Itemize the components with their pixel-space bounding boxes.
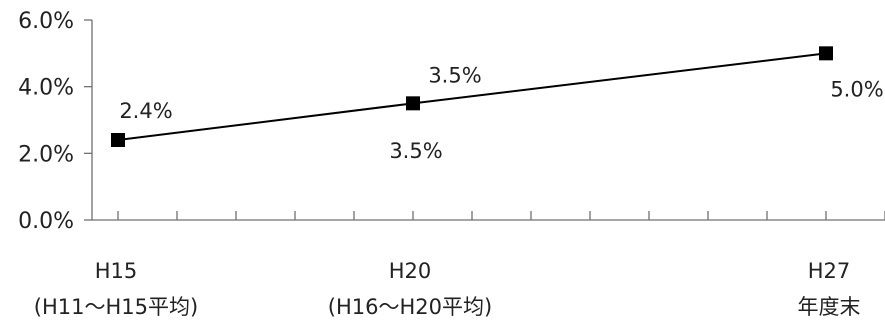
category-label-line2: (H16〜H20平均) xyxy=(328,295,492,319)
data-point-marker xyxy=(819,46,833,61)
y-tick-label: 4.0% xyxy=(18,76,74,101)
category-label-line1: H20 xyxy=(389,259,432,283)
data-label: 5.0% xyxy=(830,77,883,101)
category-label-line2: (H11〜H15平均) xyxy=(34,295,198,319)
axes xyxy=(84,19,885,221)
category-label-line1: H27 xyxy=(808,259,851,283)
y-tick-label: 6.0% xyxy=(18,9,74,34)
data-labels: 2.4% 3.5% 5.0% 3.5% xyxy=(119,63,883,163)
category-label-line1: H15 xyxy=(95,259,138,283)
y-tick-label: 2.0% xyxy=(18,142,74,167)
data-label-extra: 3.5% xyxy=(389,139,442,163)
data-point-marker xyxy=(406,96,420,111)
data-point-marker xyxy=(111,133,125,147)
data-label: 2.4% xyxy=(119,99,172,123)
category-label-line2: 年度末 xyxy=(798,295,861,319)
tick-labels: 0.0% 2.0% 4.0% 6.0% xyxy=(18,9,74,234)
data-label: 3.5% xyxy=(428,63,481,87)
category-labels: H15 (H11〜H15平均) H20 (H16〜H20平均) H27 年度末 xyxy=(34,259,861,319)
y-tick-label: 0.0% xyxy=(18,209,74,234)
series xyxy=(111,46,833,147)
